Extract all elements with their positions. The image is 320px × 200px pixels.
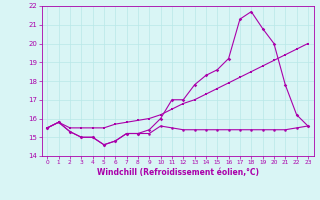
X-axis label: Windchill (Refroidissement éolien,°C): Windchill (Refroidissement éolien,°C) [97, 168, 259, 177]
